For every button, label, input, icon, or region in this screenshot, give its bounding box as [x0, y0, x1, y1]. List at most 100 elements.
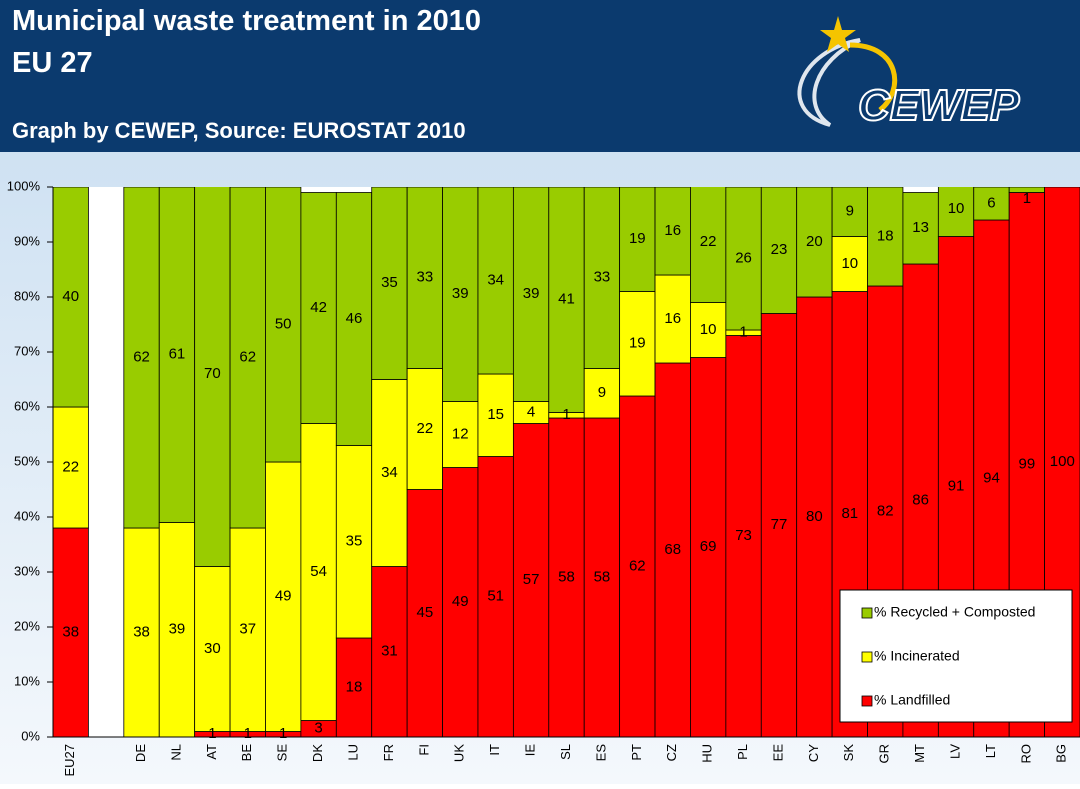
bars [53, 187, 1080, 737]
data-label: 100 [1050, 453, 1075, 470]
data-label: 62 [629, 557, 646, 574]
x-tick-label: FR [381, 744, 396, 761]
bar-segment [158, 187, 196, 523]
data-label: 18 [877, 227, 894, 244]
x-tick-label: LV [947, 744, 962, 759]
bar-segment [583, 187, 621, 369]
x-tick-label: AT [204, 744, 219, 760]
bar-segment [831, 187, 868, 237]
x-tick-label: IE [523, 744, 538, 757]
data-label: 10 [841, 255, 858, 272]
data-label: 9 [846, 203, 854, 220]
data-label: 51 [487, 588, 504, 605]
x-tick-label: BG [1054, 744, 1069, 763]
bar-segment [123, 187, 160, 529]
data-label: 19 [629, 335, 646, 352]
bar-segment [690, 187, 727, 303]
data-label: 99 [1019, 456, 1036, 473]
data-label: 33 [594, 269, 611, 286]
legend-label: % Recycled + Composted [874, 604, 1035, 620]
data-label: 49 [275, 588, 292, 605]
bar-segment [867, 187, 904, 287]
data-label: 23 [771, 241, 788, 258]
data-label: 42 [310, 299, 327, 316]
bar-segment [690, 302, 727, 358]
data-label: 69 [700, 538, 717, 555]
data-label: 1 [208, 725, 216, 742]
data-label: 39 [523, 285, 540, 302]
data-label: 80 [806, 508, 823, 525]
bar-segment [53, 187, 89, 408]
y-tick-label: 100% [7, 178, 41, 193]
bar-segment [512, 423, 550, 737]
y-tick-label: 10% [14, 673, 40, 688]
bar-segment [442, 401, 479, 468]
data-label: 82 [877, 502, 894, 519]
bar-segment [442, 467, 479, 737]
y-tick-label: 80% [14, 288, 40, 303]
data-label: 38 [62, 623, 79, 640]
data-label: 3 [314, 720, 322, 737]
y-tick-label: 60% [14, 398, 40, 413]
y-tick-label: 90% [14, 233, 40, 248]
bar-segment [53, 527, 89, 737]
data-label: 45 [417, 604, 434, 621]
x-tick-label: LU [345, 744, 360, 761]
y-tick-label: 70% [14, 343, 40, 358]
legend-swatch [861, 607, 873, 619]
bar-segment [300, 423, 337, 721]
x-tick-label: SK [841, 744, 856, 762]
x-tick-label: ES [593, 744, 608, 762]
data-label: 16 [664, 222, 681, 239]
bar-segment [973, 187, 1010, 221]
bar-segment [477, 187, 514, 375]
data-label: 10 [700, 321, 717, 338]
y-tick-label: 40% [14, 508, 40, 523]
data-label: 35 [381, 274, 398, 291]
legend-swatch [861, 651, 873, 663]
header-band [0, 0, 1080, 152]
data-label: 1 [739, 324, 747, 341]
data-label: 33 [417, 269, 434, 286]
data-label: 57 [523, 571, 540, 588]
data-label: 73 [735, 527, 752, 544]
data-label: 22 [62, 458, 79, 475]
bar-segment [937, 187, 975, 237]
x-tick-label: UK [452, 744, 467, 762]
bar-segment [619, 187, 656, 292]
data-label: 22 [417, 420, 434, 437]
bar-segment [548, 187, 585, 413]
bar-segment [335, 192, 373, 446]
x-tick-label: NL [168, 744, 183, 761]
bar-segment [654, 187, 691, 276]
data-label: 1 [562, 406, 570, 423]
y-tick-label: 50% [14, 453, 40, 468]
data-label: 1 [1023, 190, 1031, 207]
x-tick-label: SL [558, 744, 573, 760]
data-label: 34 [487, 271, 504, 288]
x-tick-label: PL [735, 744, 750, 760]
data-label: 41 [558, 291, 575, 308]
data-label: 58 [594, 568, 611, 585]
chart-title: Municipal waste treatment in 2010 [12, 5, 481, 37]
bar-segment [902, 192, 939, 265]
data-label: 31 [381, 643, 398, 660]
bar-segment [265, 187, 302, 463]
data-label: 81 [841, 505, 858, 522]
data-label: 18 [346, 678, 363, 695]
legend-label: % Landfilled [874, 692, 950, 708]
data-label: 20 [806, 233, 823, 250]
y-tick-label: 20% [14, 618, 40, 633]
bar-segment [583, 417, 621, 737]
x-tick-label: DK [310, 744, 325, 762]
data-label: 13 [912, 219, 929, 236]
bar-segment [619, 395, 656, 737]
x-tick-label: EE [770, 744, 785, 762]
data-label: 9 [598, 384, 606, 401]
chart-subtitle: Graph by CEWEP, Source: EUROSTAT 2010 [12, 118, 466, 143]
data-label: 16 [664, 310, 681, 327]
data-label: 1 [279, 725, 287, 742]
data-label: 68 [664, 541, 681, 558]
data-label: 86 [912, 491, 929, 508]
